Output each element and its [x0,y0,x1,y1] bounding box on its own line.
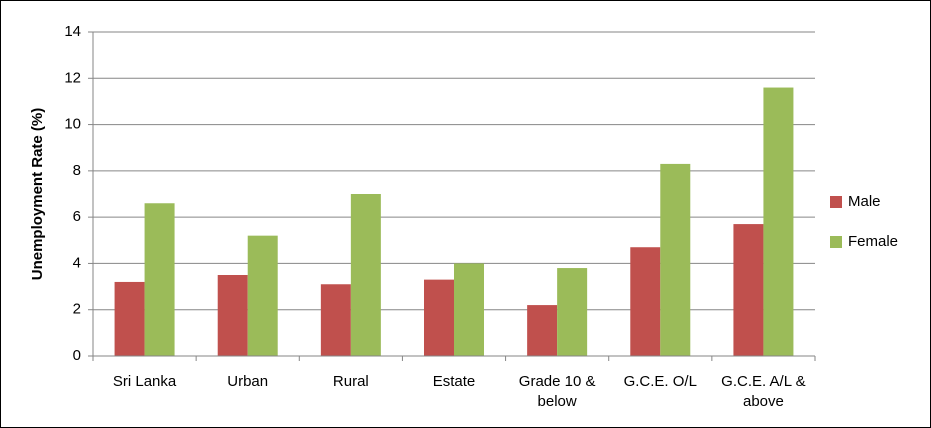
y-tick-label: 12 [64,69,81,86]
legend-swatch [830,196,842,208]
x-tick-label: Urban [227,373,269,390]
y-tick-label: 10 [64,116,81,133]
x-tick-label: Rural [332,373,369,390]
x-tick-label: G.C.E. A/L & above [721,373,806,410]
legend-label: Female [848,233,898,250]
x-tick-label: G.C.E. O/L [623,373,697,390]
bar [320,284,351,356]
bar [557,268,588,356]
bar [660,163,691,356]
bar [630,247,661,356]
bar [527,305,558,356]
y-axis-title: Unemployment Rate (%) [29,108,46,281]
x-tick-label: Sri Lanka [112,373,177,390]
bar [247,235,278,356]
x-tick-label: Grade 10 & below [518,373,596,410]
legend-swatch [830,236,842,248]
bar [217,275,248,356]
y-tick-label: 0 [73,347,81,364]
legend-label: Male [848,193,881,210]
bar [763,87,794,357]
bar [114,281,145,356]
y-tick-label: 2 [73,301,81,318]
y-tick-label: 4 [73,254,81,271]
y-tick-label: 14 [64,23,81,40]
bar [424,279,454,356]
y-tick-label: 8 [73,162,81,179]
bar [454,263,484,356]
y-tick-label: 6 [73,208,81,225]
bar [733,224,764,356]
x-tick-label: Estate [432,373,476,390]
bar [350,194,381,356]
bar [144,203,175,356]
